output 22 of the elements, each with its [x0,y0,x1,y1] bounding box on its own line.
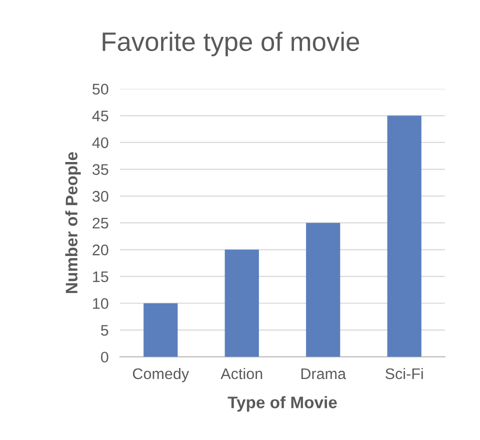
bar [306,222,340,357]
y-tick-label: 50 [92,84,108,95]
bar [224,250,259,357]
x-axis-title: Type of Movie [228,396,337,412]
bar [144,303,178,357]
y-tick-label: 15 [93,271,108,282]
chart-title: Favorite type of movie [102,32,360,56]
y-tick-label: 45 [92,110,108,122]
y-tick-label: 20 [92,244,108,256]
y-tick-label: 30 [92,190,108,202]
y-axis-title: Number of People [65,152,81,294]
y-tick-label: 5 [101,325,108,336]
x-tick-label: Action [220,368,262,380]
x-tick-label: Comedy [132,368,190,382]
x-tick-label: Drama [301,368,346,380]
y-tick-label: 10 [93,298,108,309]
bar [387,116,422,357]
x-tick-label: Sci-Fi [386,368,423,380]
y-tick-label: 0 [100,352,108,363]
y-tick-label: 35 [92,164,108,175]
y-tick-label: 40 [92,137,108,148]
y-tick-label: 25 [92,218,108,229]
